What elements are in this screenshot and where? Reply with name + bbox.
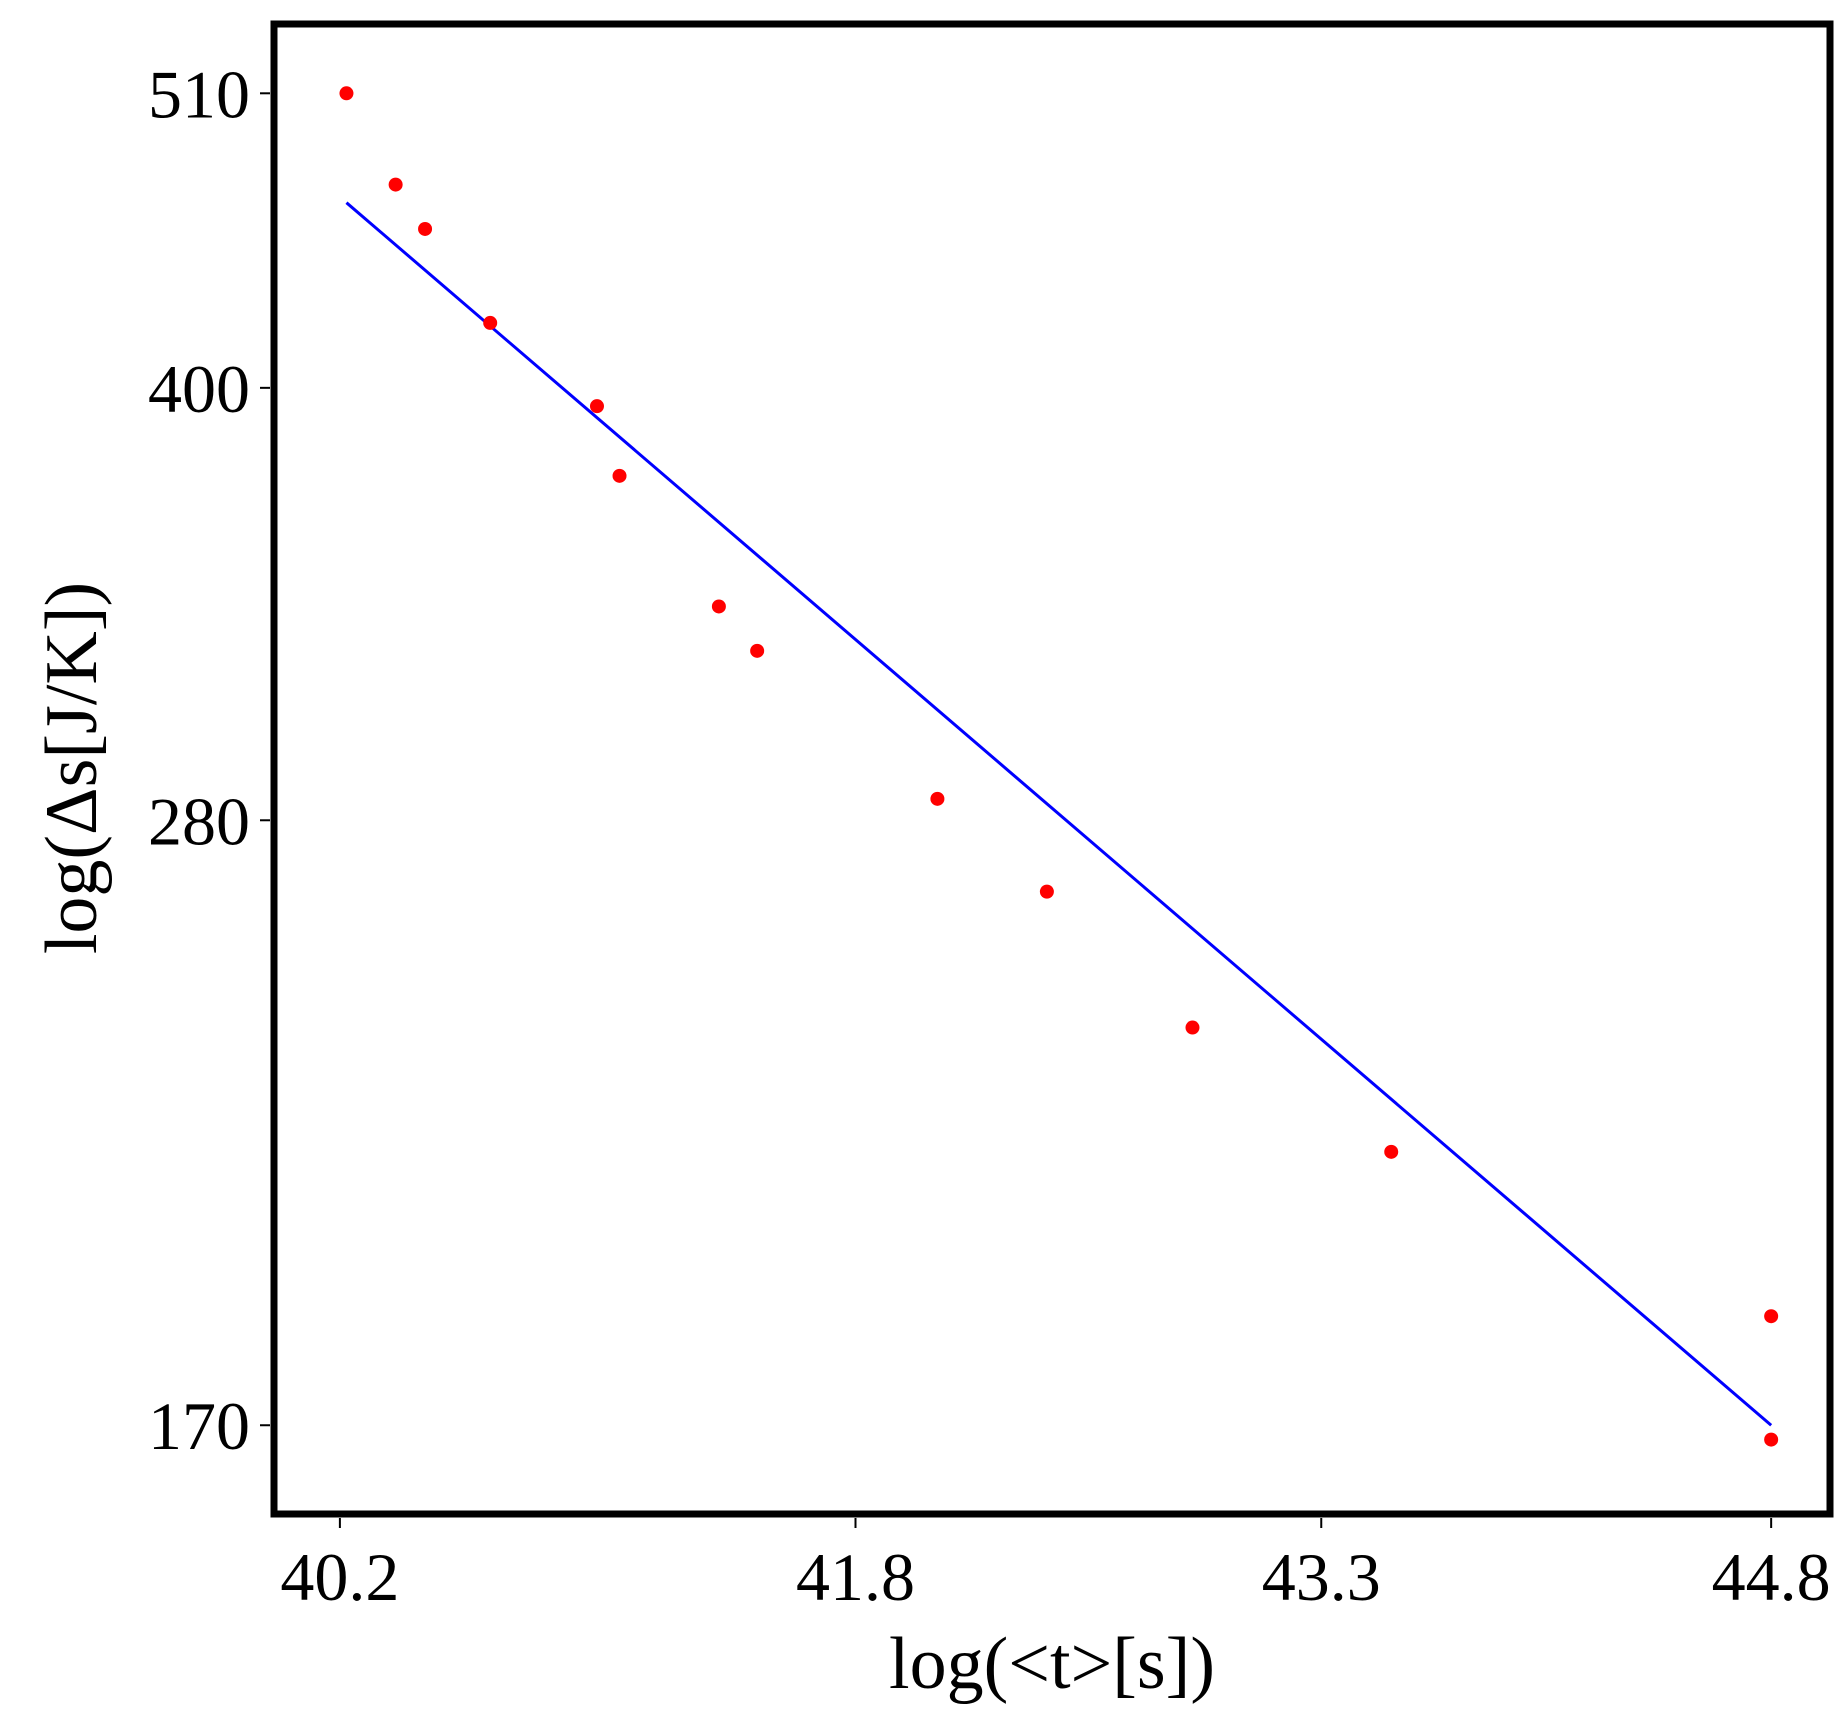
data-point (612, 468, 627, 483)
data-point (711, 599, 726, 614)
data-point (388, 177, 403, 192)
y-axis-ticks: 170 280 400 510 (148, 56, 270, 1464)
x-tick-label: 41.8 (796, 1539, 915, 1615)
data-point (1039, 884, 1054, 899)
data-point (750, 643, 765, 658)
x-tick-label: 43.3 (1262, 1539, 1381, 1615)
data-point (1764, 1432, 1779, 1447)
y-tick-label: 170 (148, 1388, 250, 1464)
data-point (483, 315, 498, 330)
y-tick-label: 400 (148, 351, 250, 427)
y-tick-label: 510 (148, 56, 250, 132)
series-layer (339, 86, 1779, 1447)
data-point (930, 791, 945, 806)
data-point (1384, 1144, 1399, 1159)
data-point (589, 399, 604, 414)
data-point (339, 86, 354, 101)
x-axis-ticks: 40.2 41.8 43.3 44.8 (280, 1518, 1831, 1615)
y-tick-label: 280 (148, 783, 250, 859)
plot-frame (270, 20, 1834, 1518)
x-tick-label: 40.2 (280, 1539, 399, 1615)
data-point (1185, 1020, 1200, 1035)
fit-line (345, 201, 1773, 1427)
x-tick-label: 44.8 (1712, 1539, 1831, 1615)
x-axis-label: log(<t>[s]) (889, 1623, 1215, 1705)
data-point (418, 221, 433, 236)
data-point (1764, 1309, 1779, 1324)
y-axis-label: log(Δs[J/K]) (31, 582, 113, 954)
